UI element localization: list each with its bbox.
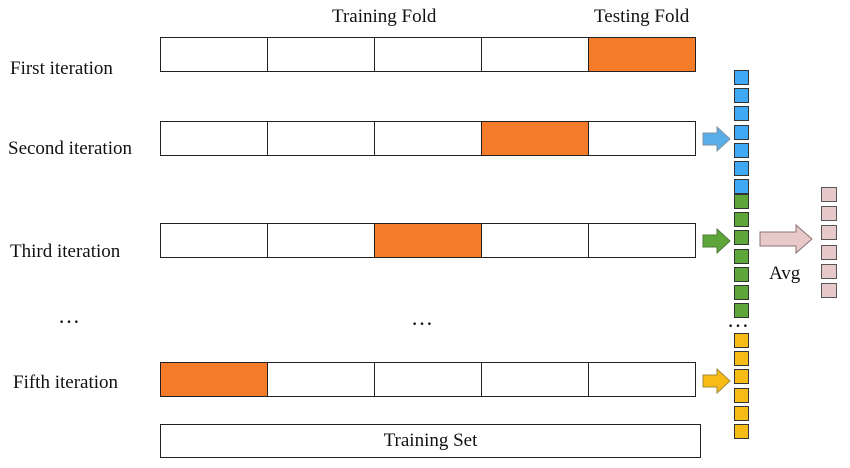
score-column-blue bbox=[734, 70, 750, 197]
fold-row-second bbox=[160, 121, 701, 156]
iteration-label-fifth: Fifth iteration bbox=[13, 372, 119, 393]
training-set-label: Training Set bbox=[383, 430, 478, 451]
avg-result-column bbox=[821, 187, 839, 302]
testing-fold bbox=[160, 362, 269, 397]
score-square bbox=[734, 266, 749, 282]
training-fold bbox=[373, 362, 482, 397]
avg-score-square bbox=[821, 225, 837, 241]
score-square bbox=[734, 124, 749, 140]
score-column-yellow bbox=[734, 333, 750, 442]
training-fold bbox=[587, 121, 696, 156]
avg-score-square bbox=[821, 206, 837, 222]
fold-row-fifth bbox=[160, 362, 701, 397]
score-square bbox=[734, 333, 749, 348]
score-square bbox=[734, 70, 749, 85]
ellipsis-left: … bbox=[58, 303, 83, 328]
score-square bbox=[734, 179, 749, 195]
testing-fold bbox=[373, 223, 482, 258]
arrow-right-icon bbox=[702, 367, 731, 395]
score-square bbox=[734, 284, 749, 300]
score-square bbox=[734, 369, 749, 385]
iteration-label-second: Second iteration bbox=[8, 138, 132, 159]
training-fold bbox=[160, 37, 269, 72]
training-fold bbox=[373, 37, 482, 72]
score-square bbox=[734, 423, 749, 439]
avg-score-square bbox=[821, 282, 837, 298]
score-square bbox=[734, 387, 749, 403]
testing-fold bbox=[587, 37, 696, 72]
score-square bbox=[734, 106, 749, 122]
fold-row-first bbox=[160, 37, 701, 72]
score-square bbox=[734, 88, 749, 104]
fold-row-third bbox=[160, 223, 701, 258]
score-square bbox=[734, 160, 749, 176]
avg-score-square bbox=[821, 244, 837, 260]
testing-fold-header: Testing Fold bbox=[594, 6, 690, 27]
training-fold bbox=[480, 37, 589, 72]
training-set-bar: Training Set bbox=[160, 424, 701, 458]
score-square bbox=[734, 405, 749, 421]
score-square bbox=[734, 194, 749, 209]
training-fold-header: Training Fold bbox=[332, 6, 437, 27]
score-square bbox=[734, 142, 749, 158]
score-square bbox=[734, 303, 749, 319]
score-square bbox=[734, 248, 749, 264]
arrow-right-icon bbox=[702, 125, 731, 153]
avg-score-square bbox=[821, 187, 837, 202]
iteration-label-first: First iteration bbox=[10, 58, 113, 79]
score-square bbox=[734, 230, 749, 246]
training-fold bbox=[587, 223, 696, 258]
avg-label: Avg bbox=[769, 263, 801, 284]
score-square bbox=[734, 351, 749, 367]
score-square bbox=[734, 212, 749, 228]
arrow-right-icon bbox=[702, 227, 731, 255]
score-column-green bbox=[734, 194, 750, 321]
training-fold bbox=[373, 121, 482, 156]
avg-score-square bbox=[821, 263, 837, 279]
training-fold bbox=[266, 121, 376, 156]
training-fold bbox=[160, 223, 269, 258]
iteration-label-third: Third iteration bbox=[10, 241, 121, 262]
training-fold bbox=[266, 223, 376, 258]
training-fold bbox=[480, 362, 589, 397]
training-fold bbox=[266, 362, 376, 397]
testing-fold bbox=[480, 121, 589, 156]
ellipsis-middle: … bbox=[411, 305, 436, 330]
training-fold bbox=[480, 223, 589, 258]
training-fold bbox=[160, 121, 269, 156]
training-fold bbox=[266, 37, 376, 72]
avg-arrow-icon bbox=[759, 223, 813, 255]
training-fold bbox=[587, 362, 696, 397]
